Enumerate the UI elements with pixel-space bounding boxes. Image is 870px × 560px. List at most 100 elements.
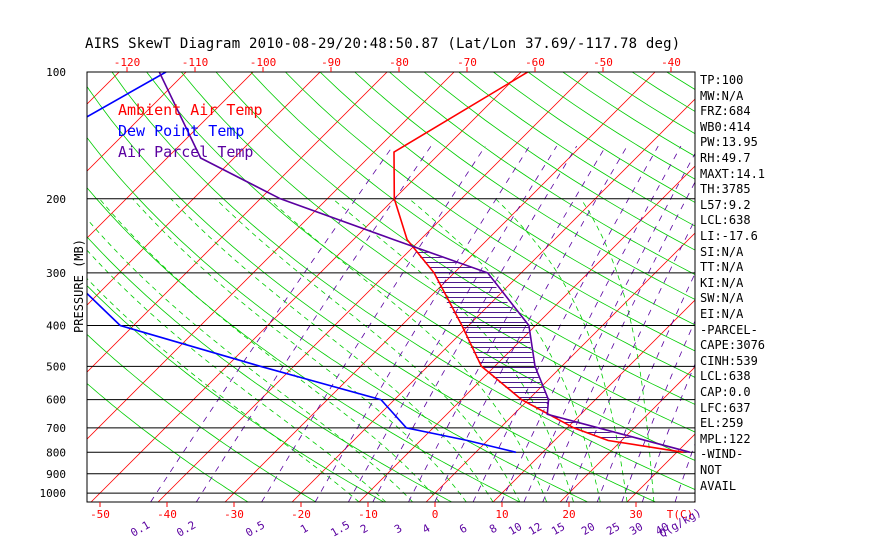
stat-row: -WIND- xyxy=(700,447,744,462)
pressure-tick-label: 800 xyxy=(46,446,66,459)
moist-adiabat xyxy=(408,198,601,502)
bottom-temp-label: 0 xyxy=(432,508,439,521)
stat-row: L57:9.2 xyxy=(700,197,751,212)
legend-parcel: Air Parcel Temp xyxy=(118,143,254,161)
dry-adiabat xyxy=(215,72,695,405)
dry-adiabat xyxy=(493,72,695,203)
dry-adiabat xyxy=(87,285,385,502)
isotherm-line xyxy=(0,72,52,502)
stat-row: KI:N/A xyxy=(700,275,744,290)
isotherm-line xyxy=(87,72,455,440)
bottom-temp-label: -30 xyxy=(224,508,244,521)
pressure-tick-label: 300 xyxy=(46,267,66,280)
y-axis-title: PRESSURE (MB) xyxy=(72,239,86,333)
mixing-ratio-label: 8 xyxy=(487,522,499,537)
stat-row: AVAIL xyxy=(700,478,737,493)
dry-adiabat xyxy=(250,72,695,378)
page-title: AIRS SkewT Diagram 2010-08-29/20:48:50.8… xyxy=(85,36,681,52)
mixing-ratio-label: 4 xyxy=(420,521,433,536)
dry-adiabat xyxy=(180,72,695,433)
pressure-tick-label: 400 xyxy=(46,320,66,333)
dry-adiabat xyxy=(87,187,520,502)
mixing-ratio-label: 0.5 xyxy=(243,518,267,539)
mixing-ratio-label: 10 xyxy=(506,520,524,538)
isotherm-line xyxy=(157,72,589,502)
dry-adiabat xyxy=(87,85,656,502)
stat-row: SW:N/A xyxy=(700,291,744,306)
pressure-tick-label: 100 xyxy=(46,66,66,79)
isotherm-line xyxy=(425,232,695,502)
cape-area xyxy=(402,243,633,438)
stat-row: MPL:122 xyxy=(700,431,751,446)
bottom-temp-label: -20 xyxy=(291,508,311,521)
moist-adiabat xyxy=(132,198,467,502)
mixing-ratio-label: 0.1 xyxy=(128,518,152,539)
mixing-ratio-label: 40 xyxy=(653,520,671,538)
dry-adiabat xyxy=(87,236,452,502)
legend-ambient: Ambient Air Temp xyxy=(118,101,263,119)
stat-row: TT:N/A xyxy=(700,260,744,275)
ambient-temp-line xyxy=(393,72,684,454)
top-temp-label: -90 xyxy=(321,56,341,69)
mixing-ratio-label: 25 xyxy=(604,520,622,538)
isotherm-line xyxy=(291,98,695,502)
stat-row: FRZ:684 xyxy=(700,104,751,119)
plot-frame xyxy=(86,71,696,503)
moist-adiabat xyxy=(332,198,574,502)
mixing-ratio-label: 12 xyxy=(526,520,544,538)
x-axis-title: T(C) xyxy=(667,508,694,521)
stat-row: SI:N/A xyxy=(700,244,744,259)
mixing-ratio-line xyxy=(261,145,486,502)
moist-adiabat xyxy=(87,249,387,502)
stat-row: RH:49.7 xyxy=(700,151,751,165)
mixing-ratio-label: 3 xyxy=(392,522,404,537)
top-temp-label: -120 xyxy=(114,56,141,69)
stat-row: EI:N/A xyxy=(700,307,744,321)
parcel-temp-line xyxy=(158,72,691,454)
top-temp-label: -70 xyxy=(457,56,477,69)
mixing-ratio-label: 2 xyxy=(358,522,370,537)
dry-adiabat xyxy=(389,72,695,276)
isotherm-line xyxy=(828,72,870,502)
dry-adiabat xyxy=(319,72,695,326)
dry-adiabat xyxy=(87,382,249,502)
mixing-ratio-label: 15 xyxy=(549,520,567,538)
legend-dewpoint: Dew Point Temp xyxy=(118,122,245,140)
pressure-tick-label: 900 xyxy=(46,468,66,481)
top-temp-label: -100 xyxy=(250,56,277,69)
dry-adiabat xyxy=(87,333,317,502)
stat-row: CAP:0.0 xyxy=(700,385,751,399)
stat-row: TH:3785 xyxy=(700,182,751,197)
mixing-ratio-label: 1 xyxy=(298,522,310,537)
pressure-tick-label: 1000 xyxy=(40,487,67,500)
stat-row: WB0:414 xyxy=(700,119,751,134)
mixing-ratio-label: 1.5 xyxy=(328,518,352,539)
dry-adiabat xyxy=(423,72,695,251)
isotherm-line xyxy=(87,72,388,373)
isotherm-line xyxy=(87,72,254,239)
stat-row: LFC:637 xyxy=(700,400,751,415)
isotherm-line xyxy=(87,72,187,172)
dewpoint-temp-line xyxy=(87,72,517,454)
dry-adiabat xyxy=(666,72,695,90)
pressure-tick-label: 500 xyxy=(46,360,66,373)
bottom-temp-label: 20 xyxy=(562,508,575,521)
stat-row: CINH:539 xyxy=(700,353,758,368)
stat-row: CAPE:3076 xyxy=(700,338,766,353)
stat-row: TP:100 xyxy=(700,73,744,87)
top-temp-label: -50 xyxy=(593,56,613,69)
dry-adiabat xyxy=(458,72,695,227)
mixing-ratio-label: 6 xyxy=(457,522,469,537)
bottom-temp-label: 30 xyxy=(629,508,642,521)
mixing-ratio-label: 30 xyxy=(627,520,645,538)
stat-row: MAXT:14.1 xyxy=(700,166,766,181)
moist-adiabat xyxy=(87,218,413,502)
moist-adiabat xyxy=(87,277,360,502)
isotherm-line xyxy=(87,72,120,105)
dry-adiabat xyxy=(87,137,588,502)
stat-row: PW:13.95 xyxy=(700,135,758,150)
stat-row: -PARCEL- xyxy=(700,322,758,337)
legend: Ambient Air Temp Dew Point Temp Air Parc… xyxy=(118,100,263,163)
dry-adiabat xyxy=(354,72,695,300)
